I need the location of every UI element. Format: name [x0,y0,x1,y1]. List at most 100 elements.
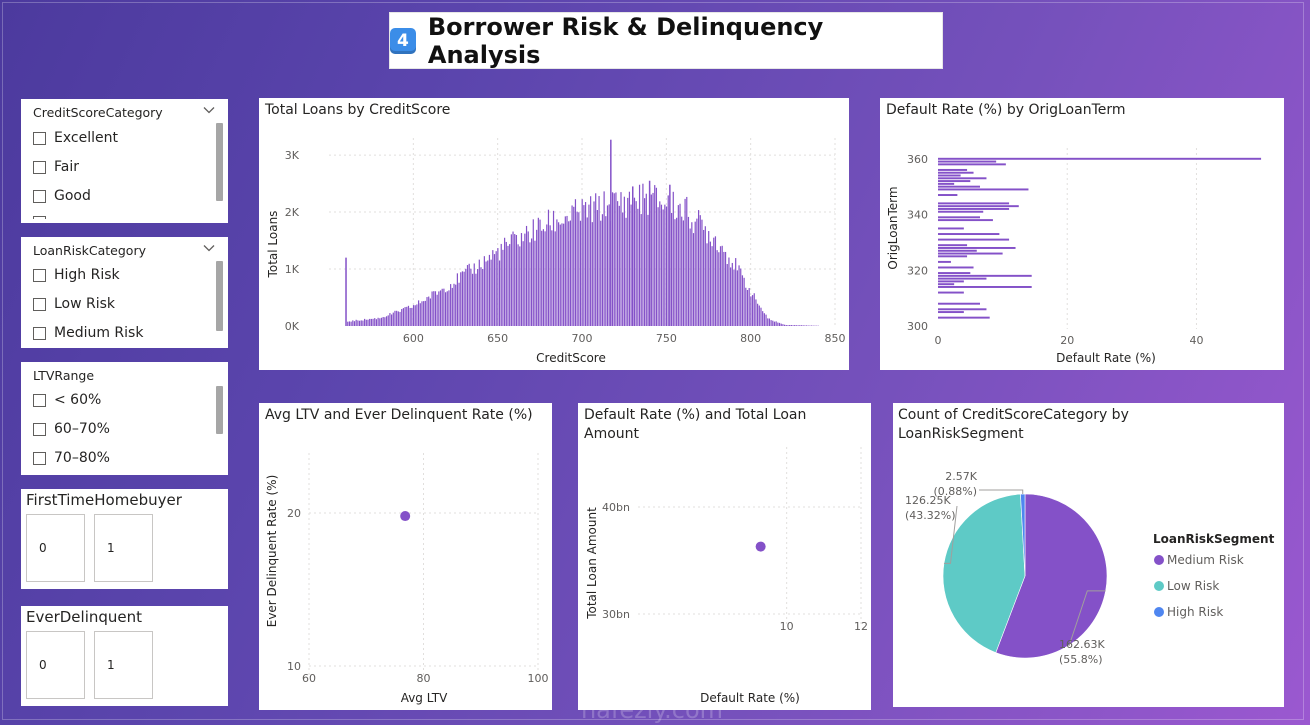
leader-line [979,489,1024,495]
bar [763,313,765,326]
bar [794,325,796,326]
bar [446,291,448,326]
bar [529,242,531,326]
chevron-down-icon[interactable] [202,103,216,117]
slicer-option[interactable]: Excellent [33,128,118,148]
tile-option[interactable]: 0 [26,514,85,582]
bar [622,212,624,326]
checkbox[interactable] [33,422,46,436]
data-labels: 162.63K (55.8%) 126.25K (43.32%) 2.57K (0.88%… [905,470,1106,666]
slicer-credit-score-category: CreditScoreCategory Excellent Fair Good [21,99,228,223]
chevron-down-icon[interactable] [202,241,216,255]
slicer-option[interactable]: Medium Risk [33,323,143,343]
bar [566,215,568,326]
tile-option[interactable]: 1 [94,514,153,582]
bar [426,297,428,326]
checkbox[interactable] [33,189,46,203]
scrollbar-thumb[interactable] [216,386,223,434]
bar [433,291,435,326]
checkbox[interactable] [33,393,46,407]
checkbox[interactable] [33,268,46,282]
bar [409,307,411,326]
bar [735,258,737,326]
slicer-option[interactable]: 60–70% [33,419,110,439]
bar [568,221,570,326]
slicer-option[interactable]: Low Risk [33,294,115,314]
checkbox[interactable] [33,451,46,465]
bar [757,303,759,326]
slicer-header: LTVRange [33,368,95,383]
slicer-option[interactable]: High Risk [33,265,120,285]
bar [938,182,955,185]
bar [397,311,399,326]
bar [353,321,356,326]
bar [372,318,374,326]
bar [591,222,593,326]
y-tick-label: 320 [907,264,928,277]
bar [699,215,701,326]
slicer-option[interactable]: < 60% [33,390,101,410]
bar [399,311,401,326]
x-tick-label: 750 [656,332,677,345]
axis-ticks: 0K 1K 2K 3K 600 650 700 750 800 850 [285,149,846,345]
bar [463,271,465,326]
bar [581,199,583,326]
option-label: Fair [54,159,79,175]
y-tick-label: 20 [287,507,301,520]
gridlines [308,453,539,676]
y-tick-label: 3K [285,149,300,162]
bar [367,319,369,326]
scrollbar-thumb[interactable] [216,123,223,201]
checkbox[interactable] [33,131,46,145]
slice-value-label: 126.25K [905,494,951,507]
bar [576,211,578,326]
bar [571,205,573,326]
bar [483,256,485,326]
bar [684,198,686,326]
bar [451,287,453,326]
bar [613,193,615,326]
bar [773,321,776,326]
bar [650,194,652,326]
bar [741,275,744,326]
bar [670,212,673,326]
bar [810,325,813,326]
bar [505,241,507,326]
bar [348,321,351,326]
tile-option[interactable]: 0 [26,631,85,699]
slicer-option[interactable]: Fair [33,157,79,177]
bar [536,229,538,326]
bar [504,237,506,326]
bar [475,273,477,326]
bar [730,267,732,326]
checkbox[interactable] [33,160,46,174]
scatter-chart: Avg LTV and Ever Delinquent Rate (%) 10 2… [265,407,549,705]
bar [537,217,539,326]
bar [477,269,479,326]
bar [938,311,964,314]
bar [795,325,798,326]
bar [938,274,1032,277]
chart-creditscore-by-riskseg: Count of CreditScoreCategory by LoanRisk… [893,403,1284,707]
bar [509,244,511,326]
slicer-ltv-range: LTVRange < 60% 60–70% 70–80% [21,362,228,475]
bar [938,280,964,283]
bar [623,196,625,326]
bar [751,295,754,326]
bar [640,214,642,326]
bar [460,272,462,326]
bar [569,220,571,326]
bar [365,319,367,326]
slicer-option[interactable]: 70–80% [33,448,110,468]
checkbox[interactable] [33,326,46,340]
scrollbar-thumb[interactable] [216,261,223,331]
bar [584,202,587,326]
tile-option[interactable]: 1 [94,631,153,699]
bar [541,230,543,326]
checkbox[interactable] [33,297,46,311]
bar [490,259,492,326]
bar [770,320,772,326]
option-label: 60–70% [54,421,110,437]
slicer-option[interactable]: Good [33,186,91,206]
bar [510,234,512,326]
